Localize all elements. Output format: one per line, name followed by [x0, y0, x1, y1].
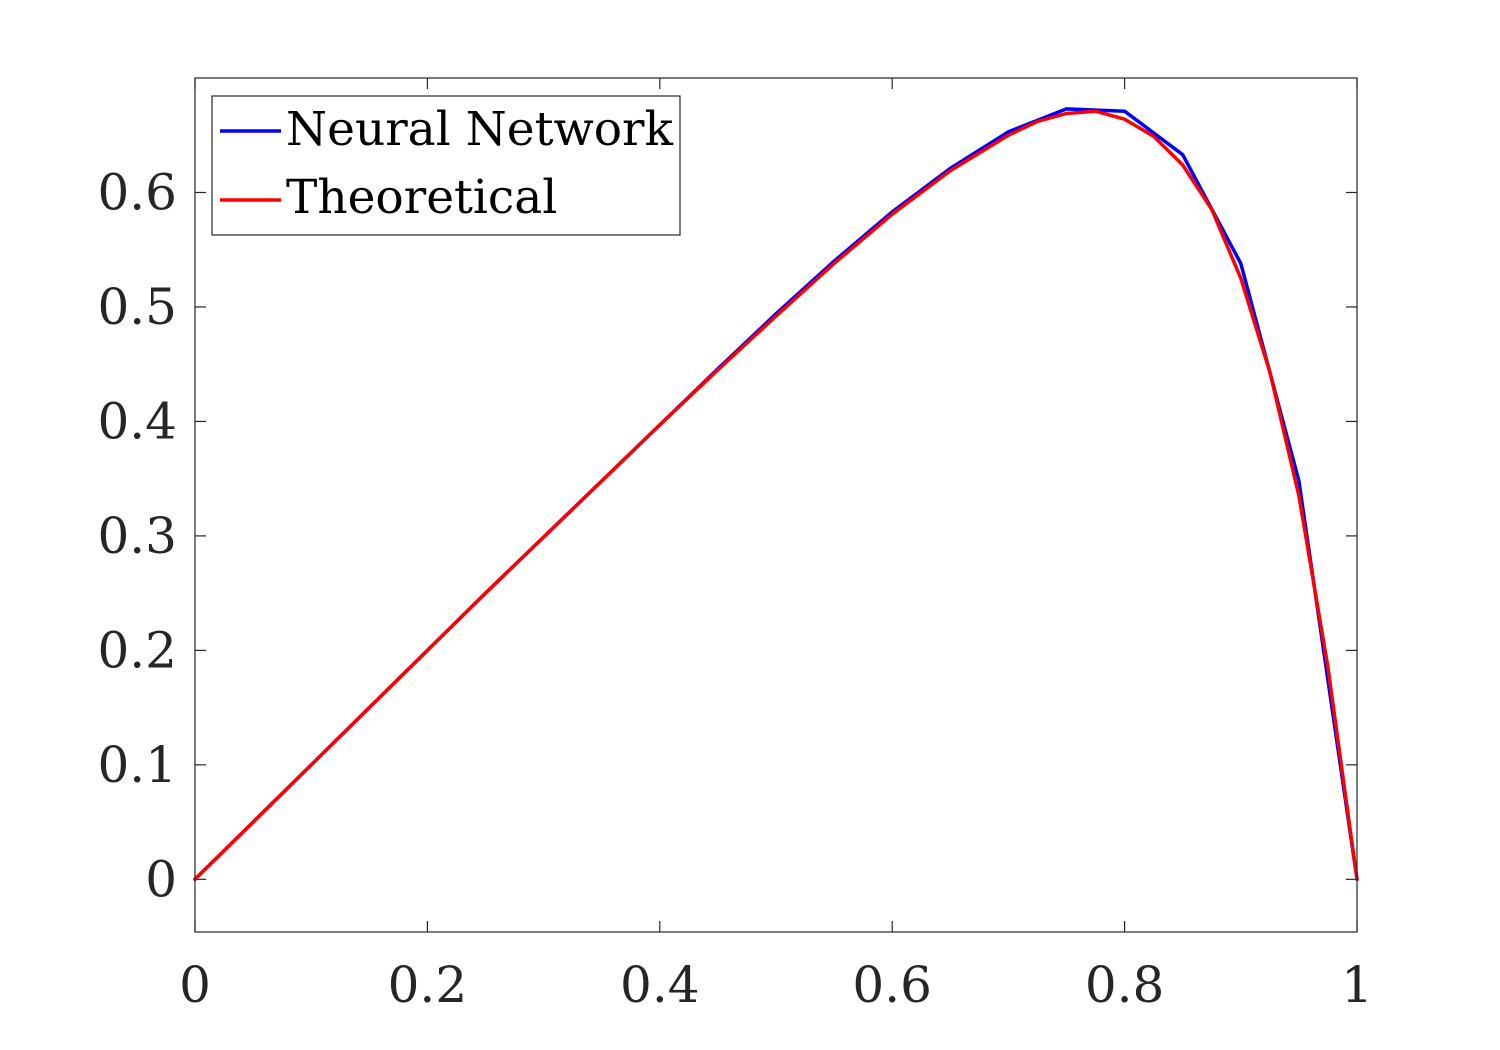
y-tick-label-4: 0.4 — [97, 392, 177, 450]
x-tick-label-0: 0 — [179, 956, 211, 1014]
x-tick-label-5: 1 — [1341, 956, 1373, 1014]
y-tick-label-0: 0 — [145, 850, 177, 908]
x-tick-label-1: 0.2 — [388, 956, 468, 1014]
legend-label-neural-network: Neural Network — [286, 102, 673, 157]
plot-frame — [194, 77, 1358, 933]
x-tick-label-2: 0.4 — [620, 956, 700, 1014]
y-tick-label-3: 0.3 — [97, 507, 177, 565]
x-tick-label-3: 0.6 — [852, 956, 932, 1014]
x-tick-label-4: 0.8 — [1085, 956, 1165, 1014]
series-lines — [193, 107, 1359, 882]
legend-box — [211, 95, 681, 236]
legend: Neural Network Theoretical — [211, 95, 681, 236]
y-tick-label-1: 0.1 — [97, 736, 177, 794]
series-line-theoretical — [193, 109, 1359, 882]
y-tick-label-2: 0.2 — [97, 621, 177, 679]
axis-tick-labels: 0 0.2 0.4 0.6 0.8 1 0 0.1 0.2 0.3 0.4 0.5 0.6 — [97, 163, 1372, 1014]
y-tick-label-5: 0.5 — [97, 278, 177, 336]
legend-label-theoretical: Theoretical — [286, 170, 557, 225]
y-tick-label-6: 0.6 — [97, 163, 177, 221]
